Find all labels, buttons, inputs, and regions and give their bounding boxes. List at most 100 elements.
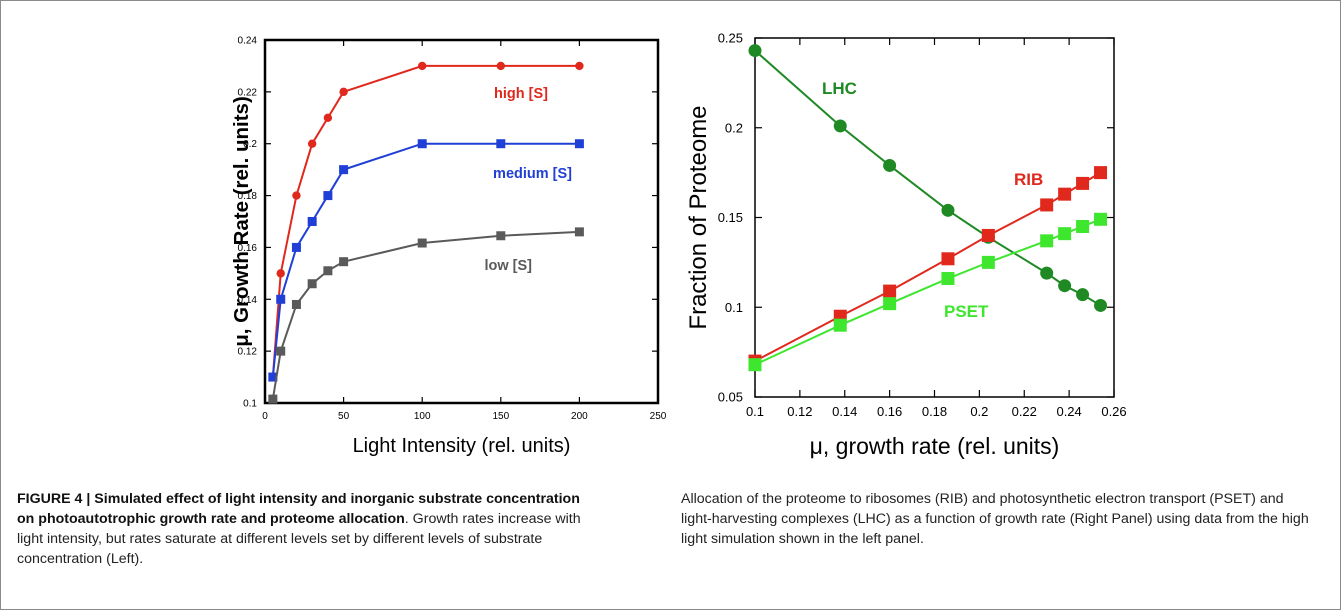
left-data-point — [323, 113, 333, 122]
caption-left-text: . Growth rates increase with light inten… — [17, 511, 581, 567]
left-x-tick-label: 100 — [414, 411, 431, 422]
right-data-point — [1094, 212, 1108, 226]
left-y-tick-label: 0.18 — [238, 191, 258, 202]
left-data-point — [291, 242, 301, 252]
figure-caption-left: FIGURE 4 | Simulated effect of light int… — [17, 489, 597, 569]
left-data-point — [574, 227, 584, 237]
right-data-point — [1094, 298, 1108, 312]
caption-right-text: Allocation of the proteome to ribosomes … — [681, 491, 1309, 547]
proteome-fraction-chart: 0.1 0.12 0.14 0.16 0.18 0.2 0.22 0.24 0.260.050.… — [685, 31, 1127, 459]
right-data-point — [941, 272, 955, 286]
left-data-point — [323, 266, 333, 276]
left-data-point — [339, 257, 349, 267]
right-x-tick-label: 0.22 — [1012, 404, 1037, 419]
left-data-point — [276, 269, 285, 278]
left-data-point — [417, 139, 427, 149]
left-x-tick-label: 150 — [492, 411, 509, 422]
left-y-tick-label: 0.14 — [238, 295, 258, 306]
right-data-point — [833, 318, 847, 332]
left-y-tick-label: 0.16 — [238, 243, 258, 254]
right-x-tick-label: 0.24 — [1056, 404, 1081, 419]
left-data-point — [418, 61, 427, 71]
right-series-label: RIB — [1014, 170, 1043, 189]
right-data-point — [1076, 288, 1090, 302]
left-series-label: high [S] — [494, 86, 548, 102]
right-data-point — [883, 297, 897, 311]
left-data-point — [307, 139, 317, 148]
left-data-point — [417, 238, 427, 248]
right-data-point — [1076, 176, 1090, 190]
right-series-label: LHC — [822, 79, 857, 98]
caption-label: FIGURE 4 | — [17, 491, 95, 507]
left-data-point — [574, 139, 584, 149]
right-x-tick-label: 0.18 — [922, 404, 947, 419]
right-data-point — [883, 284, 897, 298]
caption-title: Simulated effect of light intensity and … — [17, 491, 580, 527]
left-y-tick-label: 0.2 — [243, 139, 257, 150]
right-data-point — [941, 252, 955, 266]
right-y-tick-label: 0.1 — [725, 300, 743, 315]
left-y-tick-label: 0.1 — [243, 399, 257, 410]
left-data-point — [268, 372, 278, 382]
left-data-point — [496, 231, 506, 241]
right-data-point — [833, 119, 847, 133]
figure-charts: 0 50 100 150 200 250 0.1 0.12 0.14 0.16 0.18 0.2 0.2… — [230, 31, 1127, 459]
left-data-point — [291, 299, 301, 309]
right-data-point — [1058, 187, 1072, 201]
left-y-tick-label: 0.24 — [238, 36, 258, 47]
right-y-tick-label: 0.2 — [725, 120, 743, 135]
left-data-point — [276, 346, 286, 356]
right-data-point — [981, 228, 995, 242]
right-x-tick-label: 0.26 — [1101, 404, 1126, 419]
right-y-tick-label: 0.25 — [718, 31, 743, 46]
left-x-axis-label: Light Intensity (rel. units) — [353, 435, 571, 457]
right-y-tick-label: 0.15 — [718, 210, 743, 225]
left-plot-frame — [263, 38, 660, 405]
figure-caption-right: Allocation of the proteome to ribosomes … — [681, 489, 1311, 549]
left-y-tick-label: 0.22 — [238, 87, 258, 98]
left-data-point — [292, 191, 301, 200]
left-x-tick-label: 0 — [262, 411, 268, 422]
right-data-point — [981, 255, 995, 269]
left-y-tick-label: 0.12 — [238, 347, 258, 358]
left-data-point — [339, 87, 348, 97]
left-y-axis-label: μ, Growth Rate (rel. units) — [230, 96, 253, 347]
left-data-point — [268, 394, 278, 404]
right-x-axis-label: μ, growth rate (rel. units) — [810, 433, 1060, 459]
left-x-tick-label: 250 — [650, 411, 667, 422]
right-data-point — [1040, 198, 1054, 212]
right-x-tick-label: 0.2 — [970, 404, 988, 419]
right-data-point — [1094, 166, 1108, 180]
left-data-point — [496, 139, 506, 149]
left-x-tick-label: 200 — [571, 411, 588, 422]
left-data-point — [575, 61, 584, 71]
right-data-point — [1076, 219, 1090, 233]
right-x-tick-label: 0.1 — [746, 404, 764, 419]
left-data-point — [339, 165, 349, 175]
right-data-point — [748, 358, 762, 372]
right-data-point — [748, 44, 762, 58]
left-data-point — [496, 61, 505, 71]
right-y-tick-label: 0.05 — [718, 390, 743, 405]
left-data-point — [276, 294, 286, 304]
right-x-tick-label: 0.16 — [877, 404, 902, 419]
right-series-label: PSET — [944, 302, 989, 321]
right-x-tick-label: 0.12 — [787, 404, 812, 419]
right-x-tick-label: 0.14 — [832, 404, 857, 419]
right-data-point — [1058, 279, 1072, 293]
right-data-point — [1040, 234, 1054, 248]
right-data-point — [883, 158, 897, 172]
left-series-label: low [S] — [484, 258, 532, 274]
left-x-tick-label: 50 — [338, 411, 350, 422]
left-data-point — [307, 279, 317, 289]
left-data-point — [307, 217, 317, 226]
left-series-label: medium [S] — [493, 166, 572, 182]
left-data-point — [323, 191, 333, 201]
left-series-line-2 — [271, 230, 580, 400]
right-data-point — [1058, 227, 1072, 241]
right-y-axis-label: Fraction of Proteome — [685, 105, 712, 329]
right-plot-frame — [754, 37, 1115, 398]
growth-rate-chart: 0 50 100 150 200 250 0.1 0.12 0.14 0.16 0.18 0.2 0.2… — [230, 36, 667, 458]
right-data-point — [941, 203, 955, 217]
left-series-line-0 — [271, 64, 580, 378]
